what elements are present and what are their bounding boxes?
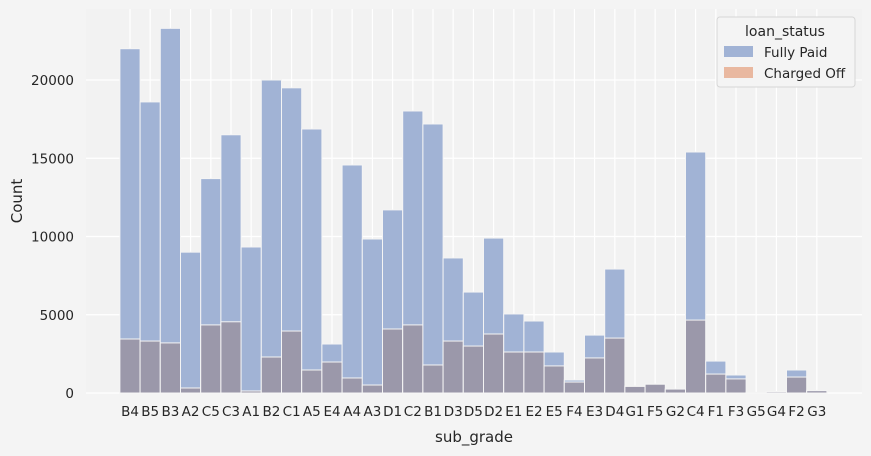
bar-charged-off-A5	[302, 370, 322, 393]
x-tick-label: A1	[242, 404, 260, 420]
x-tick-label: F1	[708, 404, 724, 420]
x-tick-label: B4	[121, 404, 139, 420]
x-tick-label: D5	[464, 404, 483, 420]
x-tick-label: G1	[625, 404, 644, 420]
x-tick-label: D3	[444, 404, 463, 420]
x-tick-label: F4	[566, 404, 582, 420]
x-tick-label: E1	[505, 404, 522, 420]
bar-fully-paid-A5	[302, 129, 322, 393]
bar-charged-off-C2	[403, 325, 423, 393]
x-tick-label: D1	[383, 404, 402, 420]
x-tick-label: B2	[262, 404, 280, 420]
x-tick-label: B3	[161, 404, 179, 420]
bar-charged-off-G2	[665, 389, 685, 393]
bar-charged-off-F4	[564, 382, 584, 393]
x-tick-label: G4	[767, 404, 786, 420]
bar-charged-off-D2	[484, 334, 504, 393]
legend: loan_status Fully Paid Charged Off	[717, 17, 855, 87]
bar-fully-paid-A3	[362, 239, 382, 393]
bar-charged-off-C4	[686, 320, 706, 393]
x-tick-label: E3	[586, 404, 603, 420]
y-tick-label: 0	[65, 386, 74, 402]
bar-charged-off-C1	[282, 331, 302, 393]
bar-charged-off-G1	[625, 386, 645, 393]
x-tick-label: F3	[728, 404, 744, 420]
bar-charged-off-D4	[605, 338, 625, 393]
bar-charged-off-A1	[241, 391, 261, 393]
x-tick-label: B1	[424, 404, 442, 420]
bar-charged-off-F3	[726, 379, 746, 393]
bar-charged-off-D3	[443, 341, 463, 393]
bar-fully-paid-A4	[342, 165, 362, 393]
x-tick-label: C5	[202, 404, 220, 420]
legend-label-charged-off: Charged Off	[764, 66, 846, 82]
bar-charged-off-F1	[706, 374, 726, 393]
bar-charged-off-B4	[120, 339, 140, 393]
bar-charged-off-B5	[140, 341, 160, 393]
x-axis-label: sub_grade	[435, 428, 513, 447]
bar-charged-off-D1	[383, 329, 403, 393]
bar-charged-off-B1	[423, 365, 443, 393]
x-tick-label: G2	[666, 404, 685, 420]
bar-charged-off-E4	[322, 362, 342, 393]
legend-title: loan_status	[745, 24, 825, 40]
x-tick-label: E5	[546, 404, 563, 420]
y-tick-label: 10000	[31, 230, 74, 246]
bar-charged-off-A4	[342, 378, 362, 393]
legend-swatch-charged-off	[724, 67, 753, 78]
x-tick-label: C1	[283, 404, 301, 420]
bar-fully-paid-B1	[423, 124, 443, 393]
bar-charged-off-C3	[221, 322, 241, 393]
y-axis-label: Count	[8, 179, 26, 224]
legend-swatch-fully-paid	[724, 46, 753, 57]
x-tick-label: A3	[363, 404, 381, 420]
bar-charged-off-B3	[160, 343, 180, 393]
bar-charged-off-A3	[362, 385, 382, 393]
y-tick-labels: 0 5000 10000 15000 20000	[31, 73, 74, 402]
x-tick-label: C2	[404, 404, 422, 420]
y-tick-label: 5000	[40, 308, 74, 324]
bar-charged-off-E2	[524, 352, 544, 393]
bar-fully-paid-A2	[181, 252, 201, 393]
x-tick-label: B5	[141, 404, 159, 420]
bar-charged-off-G3	[807, 391, 827, 393]
x-tick-label: E2	[525, 404, 542, 420]
x-tick-label: G5	[747, 404, 766, 420]
bar-charged-off-E1	[504, 352, 524, 393]
bar-charged-off-F2	[787, 377, 807, 393]
bar-charged-off-E3	[585, 358, 605, 393]
x-tick-label: F2	[788, 404, 804, 420]
bar-charged-off-E5	[544, 366, 564, 393]
bar-fully-paid-B2	[261, 80, 281, 393]
legend-label-fully-paid: Fully Paid	[764, 45, 828, 61]
x-tick-label: C3	[222, 404, 240, 420]
y-tick-label: 20000	[31, 73, 74, 89]
y-tick-label: 15000	[31, 151, 74, 167]
bar-charged-off-C5	[201, 325, 221, 393]
bar-charged-off-A2	[181, 388, 201, 393]
bar-charged-off-D5	[463, 346, 483, 393]
x-tick-label: E4	[323, 404, 340, 420]
x-tick-label: G3	[807, 404, 826, 420]
bar-charged-off-G4	[766, 392, 786, 393]
x-tick-label: D2	[484, 404, 503, 420]
x-tick-label: F5	[647, 404, 663, 420]
bar-fully-paid-A1	[241, 247, 261, 393]
bar-fully-paid-B3	[160, 28, 180, 393]
bar-charged-off-F5	[645, 384, 665, 393]
x-tick-label: C4	[687, 404, 705, 420]
x-tick-label: A4	[343, 404, 361, 420]
x-tick-label: A2	[182, 404, 200, 420]
x-tick-label: D4	[605, 404, 624, 420]
bar-charged-off-B2	[261, 357, 281, 393]
x-tick-label: A5	[303, 404, 321, 420]
